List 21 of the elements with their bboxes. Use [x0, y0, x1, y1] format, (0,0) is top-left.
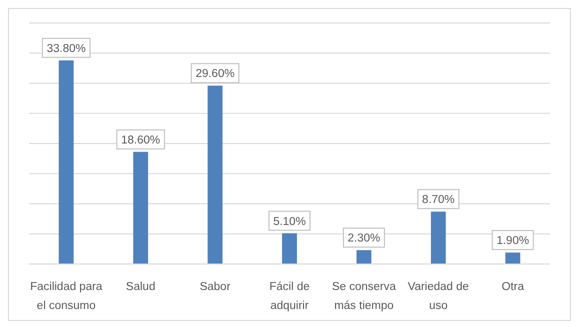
- x-tick-label: Otra: [502, 281, 525, 293]
- bar: [133, 152, 148, 264]
- data-label: 8.70%: [422, 194, 455, 206]
- bar: [58, 60, 74, 264]
- bar: [282, 233, 297, 264]
- bar: [208, 86, 223, 264]
- data-label: 5.10%: [273, 216, 306, 228]
- x-tick-label: Fácil de adquirir: [269, 281, 310, 312]
- data-label: 2.30%: [348, 232, 380, 245]
- bar: [430, 212, 446, 264]
- x-tick-label: Facilidad para el consumo: [30, 281, 103, 312]
- bar: [505, 252, 520, 264]
- data-label: 33.80%: [46, 42, 86, 55]
- data-label: 18.60%: [121, 134, 160, 146]
- bar: [356, 250, 372, 264]
- data-label: 29.60%: [196, 68, 235, 80]
- x-tick-label: Se conserva más tiempo: [332, 281, 396, 312]
- x-tick-label: Salud: [126, 281, 156, 293]
- x-tick-label: Variedad de uso: [408, 281, 469, 312]
- data-label: 1.90%: [496, 235, 530, 248]
- x-tick-label: Sabor: [200, 281, 231, 293]
